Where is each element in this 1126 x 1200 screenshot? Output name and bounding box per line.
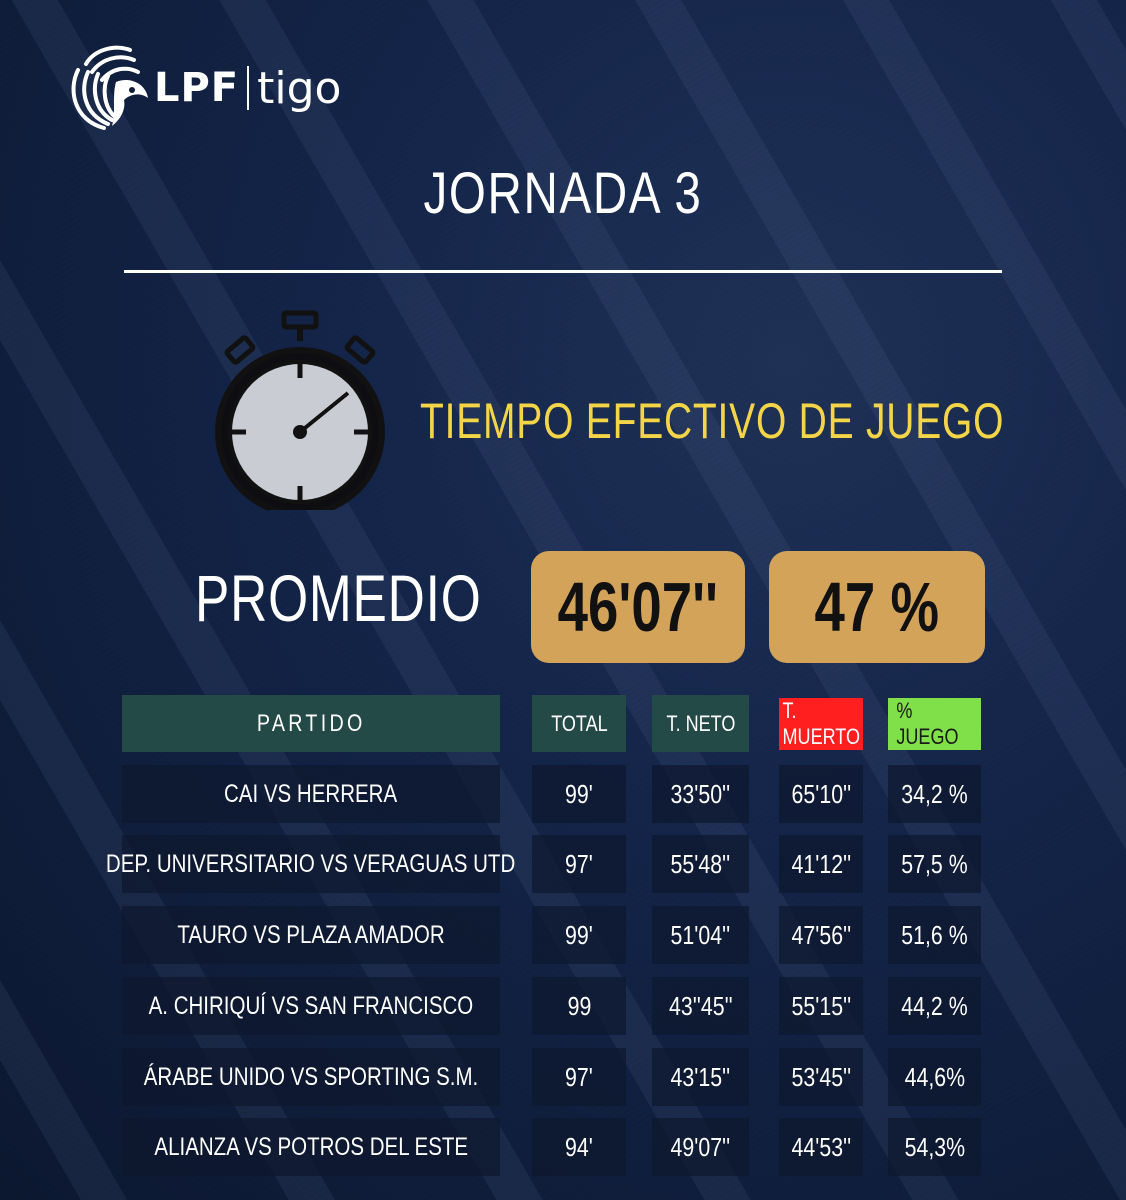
header-neto: T. NETO [652, 695, 749, 752]
cell-total: 99' [532, 765, 626, 823]
cell-total: 99' [532, 906, 626, 964]
cell-total: 97' [532, 1048, 626, 1106]
cell-muerto: 65'10'' [779, 765, 863, 823]
cell-neto: 49'07'' [652, 1118, 749, 1176]
header-total: TOTAL [532, 695, 626, 752]
cell-juego: 54,3% [888, 1118, 981, 1176]
cell-juego: 44,2 % [888, 977, 981, 1035]
cell-muerto: 55'15'' [779, 977, 863, 1035]
table-row: DEP. UNIVERSITARIO VS VERAGUAS UTD 97' 5… [0, 835, 1126, 893]
cell-partido: TAURO VS PLAZA AMADOR [122, 906, 500, 964]
cell-partido: DEP. UNIVERSITARIO VS VERAGUAS UTD [106, 835, 516, 893]
table-row: CAI VS HERRERA 99' 33'50'' 65'10'' 34,2 … [0, 765, 1126, 823]
cell-partido: ALIANZA VS POTROS DEL ESTE [122, 1118, 500, 1176]
cell-juego: 51,6 % [888, 906, 981, 964]
cell-juego: 34,2 % [888, 765, 981, 823]
cell-muerto: 41'12'' [779, 835, 863, 893]
title-divider [124, 270, 1002, 273]
cell-total: 99 [532, 977, 626, 1035]
promedio-label: PROMEDIO [195, 561, 482, 635]
cell-partido: CAI VS HERRERA [122, 765, 500, 823]
brand-wordmark: LPF tigo [154, 62, 342, 114]
subtitle: TIEMPO EFECTIVO DE JUEGO [420, 393, 1005, 449]
lpf-tigo-logo: LPF tigo [64, 40, 354, 135]
cell-juego: 57,5 % [888, 835, 981, 893]
cell-total: 97' [532, 835, 626, 893]
header-partido: PARTIDO [122, 695, 500, 752]
cell-muerto: 47'56'' [779, 906, 863, 964]
promedio-time: 46'07'' [557, 568, 719, 646]
cell-total: 94' [532, 1118, 626, 1176]
cell-neto: 33'50'' [652, 765, 749, 823]
promedio-percent: 47 % [814, 568, 940, 646]
cell-juego: 44,6% [888, 1048, 981, 1106]
table-row: ALIANZA VS POTROS DEL ESTE 94' 49'07'' 4… [0, 1118, 1126, 1176]
cell-partido: ÁRABE UNIDO VS SPORTING S.M. [122, 1048, 500, 1106]
promedio-time-badge: 46'07'' [531, 551, 745, 663]
page-title: JORNADA 3 [423, 161, 703, 226]
table-row: ÁRABE UNIDO VS SPORTING S.M. 97' 43'15''… [0, 1048, 1126, 1106]
cell-neto: 51'04'' [652, 906, 749, 964]
table-row: TAURO VS PLAZA AMADOR 99' 51'04'' 47'56'… [0, 906, 1126, 964]
promedio-percent-badge: 47 % [769, 551, 985, 663]
cell-partido: A. CHIRIQUÍ VS SAN FRANCISCO [122, 977, 500, 1035]
cell-neto: 43''45'' [652, 977, 749, 1035]
table-row: A. CHIRIQUÍ VS SAN FRANCISCO 99 43''45''… [0, 977, 1126, 1035]
eagle-logo-icon [71, 45, 148, 130]
tigo-wordmark: tigo [257, 62, 342, 114]
header-muerto: T. MUERTO [779, 698, 863, 750]
lpf-wordmark: LPF [154, 65, 240, 111]
cell-muerto: 44'53'' [779, 1118, 863, 1176]
header-juego: % JUEGO [888, 698, 981, 750]
brand-separator [247, 66, 250, 110]
cell-neto: 43'15'' [652, 1048, 749, 1106]
stopwatch-icon [215, 310, 385, 510]
cell-muerto: 53'45'' [779, 1048, 863, 1106]
cell-neto: 55'48'' [652, 835, 749, 893]
